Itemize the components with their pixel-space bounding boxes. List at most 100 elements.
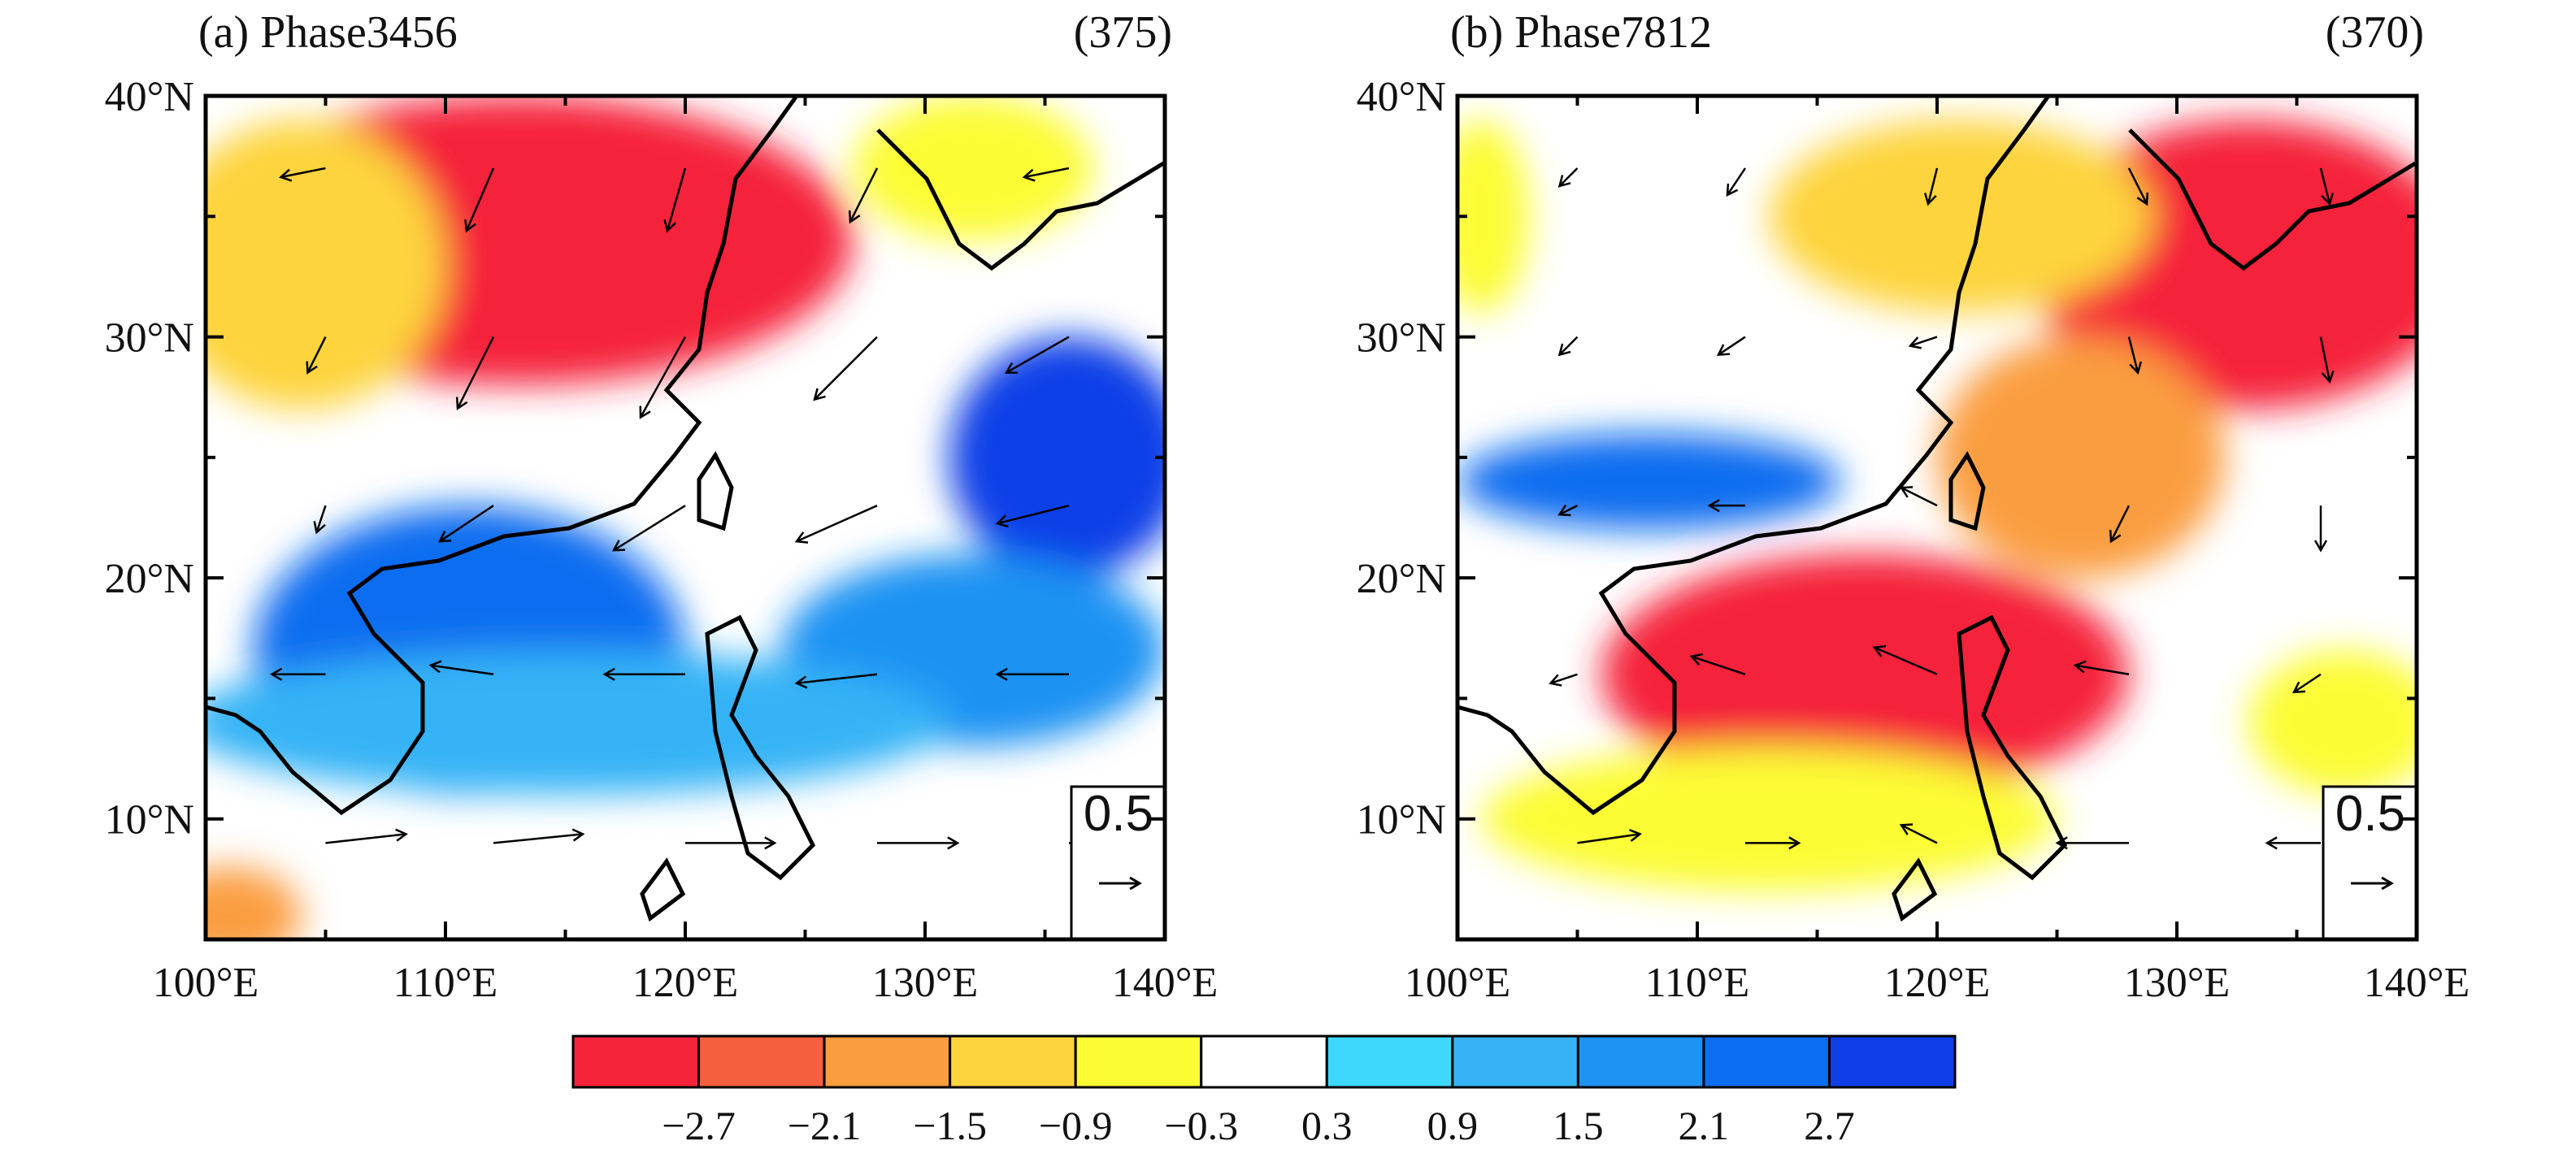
lat-tick-label: 20°N — [105, 556, 194, 602]
lat-tick-label: 20°N — [1357, 556, 1446, 602]
wind-vector — [1908, 336, 1938, 349]
wind-vector — [848, 167, 879, 224]
lon-tick-label: 120°E — [632, 960, 739, 1006]
wind-vector — [995, 667, 1069, 681]
wind-vector — [2313, 505, 2328, 553]
panel-b-coastline — [1457, 96, 2417, 922]
wind-vector — [1577, 828, 1642, 844]
wind-vector — [663, 167, 687, 233]
panel-a-title: (a) Phase3456 — [198, 7, 458, 58]
panel-b-title: (b) Phase7812 — [1450, 7, 1712, 58]
wind-vector — [1557, 336, 1579, 357]
wind-vector — [1923, 167, 1939, 206]
wind-vector — [639, 336, 687, 419]
wind-vector — [2073, 660, 2130, 676]
wind-vector — [279, 167, 326, 182]
wind-vector — [2127, 167, 2149, 206]
colorbar-box — [1576, 1034, 1705, 1089]
colorbar-box — [949, 1034, 1077, 1089]
shading-blob — [206, 650, 949, 796]
colorbar-label: 1.5 — [1553, 1103, 1604, 1148]
wind-vector — [1557, 504, 1579, 517]
shading-blob — [2248, 650, 2417, 796]
wind-vector — [1707, 499, 1745, 513]
wind-vector — [493, 828, 585, 844]
shading-blob — [206, 867, 302, 939]
lat-tick-label: 30°N — [1357, 315, 1446, 362]
wind-vector — [2055, 836, 2129, 850]
wind-vector — [464, 167, 495, 233]
lat-tick-label: 40°N — [1357, 74, 1446, 120]
wind-vector — [325, 828, 408, 844]
lat-tick-label: 10°N — [1357, 797, 1446, 844]
panel-b-lon-labels: 100°E 110°E 120°E 130°E 140°E — [1405, 960, 2470, 1006]
wind-vector — [306, 336, 327, 375]
wind-vector — [794, 505, 878, 544]
colorbar-box — [697, 1034, 826, 1089]
panel-a-lat-labels: 10°N 20°N 30°N 40°N — [105, 74, 194, 844]
wind-vector — [877, 836, 960, 850]
wind-vector — [1689, 653, 1746, 675]
wind-vector — [813, 336, 878, 401]
wind-vector — [1899, 823, 1938, 844]
lon-tick-label: 130°E — [2124, 960, 2231, 1006]
wind-vector — [1716, 336, 1746, 356]
wind-vector — [428, 660, 494, 676]
lat-tick-label: 30°N — [105, 315, 194, 362]
wind-vector — [455, 336, 495, 410]
wind-vector — [1872, 644, 1938, 675]
colorbar-label: −2.1 — [788, 1103, 862, 1148]
colorbar-labels: −2.7 −2.1 −1.5 −0.9 −0.3 0.3 0.9 1.5 2.1 2.7 — [662, 1103, 1855, 1148]
panel-b-count: (370) — [2326, 7, 2424, 58]
panel-a-wind-vectors — [269, 167, 1134, 850]
panel-a-reference-value: 0.5 — [1084, 786, 1153, 842]
shading-blob — [949, 336, 1165, 579]
wind-vector — [794, 673, 878, 689]
colorbar-box — [1074, 1034, 1203, 1089]
wind-vector — [1899, 486, 1938, 507]
panel-a-reference-arrow — [1099, 876, 1142, 891]
wind-vector — [269, 667, 326, 681]
lon-tick-label: 110°E — [393, 960, 498, 1006]
wind-vector — [685, 836, 777, 850]
colorbar-label: 0.9 — [1427, 1103, 1479, 1148]
shading-blob — [206, 119, 445, 410]
wind-vector — [995, 504, 1070, 528]
wind-vector — [2127, 336, 2143, 375]
lon-tick-label: 120°E — [1884, 960, 1991, 1006]
lon-tick-label: 130°E — [872, 960, 979, 1006]
panel-b-reference-arrow — [2351, 876, 2394, 891]
panel-a-coastline — [206, 96, 1165, 922]
panel-a-ticks — [204, 94, 1166, 941]
panel-b-reference-value: 0.5 — [2335, 786, 2405, 842]
wind-vector — [1726, 167, 1747, 197]
colorbar-label: −1.5 — [913, 1103, 987, 1148]
wind-vector — [1022, 167, 1070, 182]
colorbar-label: −0.3 — [1164, 1103, 1238, 1148]
lon-tick-label: 110°E — [1645, 960, 1750, 1006]
lon-tick-label: 140°E — [1112, 960, 1218, 1006]
colorbar-label: 2.7 — [1804, 1103, 1855, 1148]
wind-vector — [611, 505, 686, 552]
colorbar-boxes — [571, 1034, 1957, 1089]
wind-vector — [2109, 505, 2131, 544]
colorbar-box — [1325, 1034, 1454, 1089]
wind-vector — [1549, 673, 1578, 687]
colorbar-box — [823, 1034, 952, 1089]
shading-blob — [853, 96, 1093, 241]
colorbar-label: −0.9 — [1039, 1103, 1113, 1148]
colorbar-box — [571, 1034, 701, 1089]
wind-vector — [1557, 167, 1579, 188]
lon-tick-label: 100°E — [153, 960, 259, 1006]
colorbar-label: 0.3 — [1301, 1103, 1353, 1148]
lat-tick-label: 40°N — [105, 74, 194, 120]
wind-vector — [1004, 336, 1070, 374]
wind-vector — [602, 667, 685, 681]
wind-vector — [2291, 673, 2322, 694]
colorbar-box — [1702, 1034, 1831, 1089]
colorbar-box — [1200, 1034, 1328, 1089]
shading-blob — [1937, 336, 2225, 579]
colorbar-box — [1827, 1034, 1957, 1089]
colorbar: −2.7 −2.1 −1.5 −0.9 −0.3 0.3 0.9 1.5 2.1 2.7 — [571, 1034, 1957, 1148]
